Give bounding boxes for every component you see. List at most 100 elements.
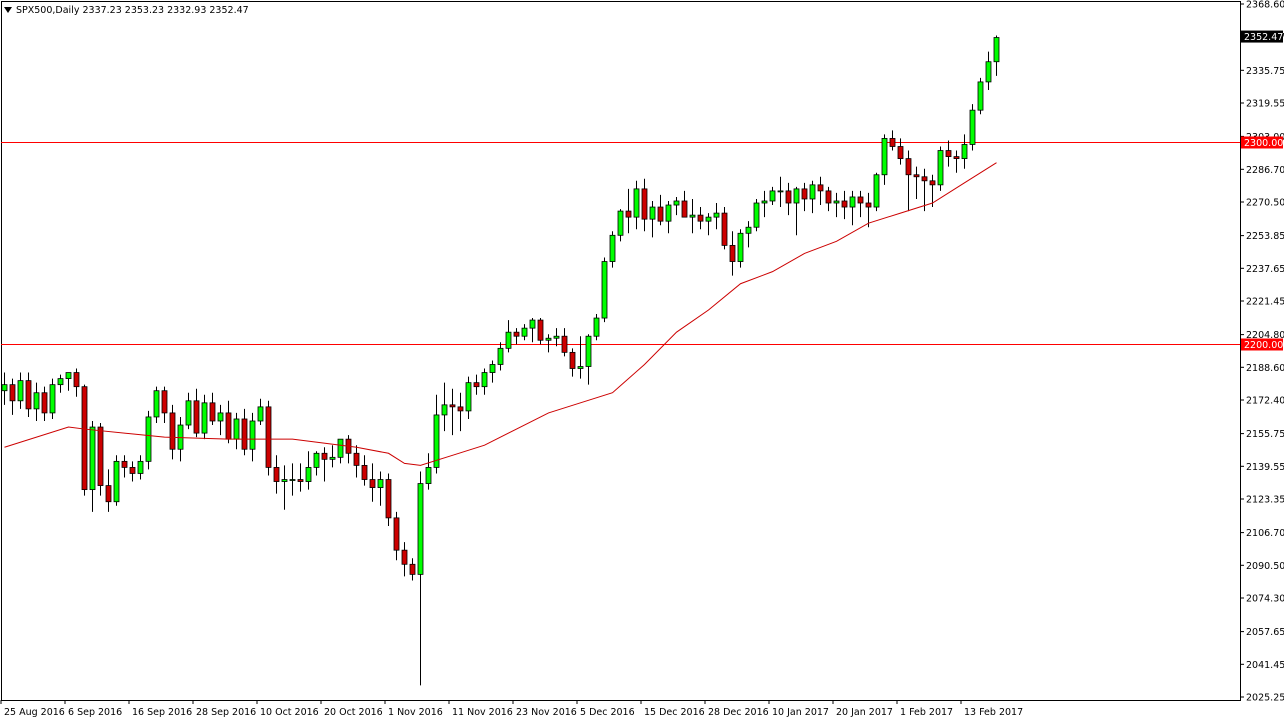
candle-bear: [929, 180, 936, 186]
price-level-label: 2200.00: [1244, 340, 1283, 351]
x-axis: 25 Aug 2016 6 Sep 2016 16 Sep 2016 28 Sep 2…: [0, 700, 1023, 718]
x-tick-label: 10 Oct 2016: [260, 707, 319, 718]
candle-bear: [625, 210, 632, 218]
y-tick-label: 2319.55: [1246, 99, 1284, 110]
x-tick-label: 5 Dec 2016: [580, 707, 635, 718]
candle-bear: [193, 400, 200, 434]
candle-bull: [753, 202, 760, 228]
candle-bull: [89, 426, 96, 491]
last-price-badge: [1241, 30, 1283, 43]
candle-bear: [81, 386, 88, 491]
candle-bull: [593, 317, 600, 337]
candle-bull: [505, 331, 512, 349]
candle-bear: [457, 406, 464, 412]
candle-bull: [417, 483, 424, 575]
candle-bull: [137, 460, 144, 474]
candle-bull: [745, 226, 752, 234]
candle-bull: [113, 460, 120, 503]
candle-bull: [185, 400, 192, 426]
candle-bear: [393, 517, 400, 551]
candle-bear: [321, 452, 328, 460]
candle-bull: [497, 347, 504, 365]
candle-bull: [377, 479, 384, 488]
x-tick-label: 6 Sep 2016: [68, 707, 122, 718]
candle-bull: [1, 384, 8, 392]
y-tick-label: 2237.65: [1246, 264, 1284, 275]
candle-bull: [313, 452, 320, 468]
candle-bear: [561, 335, 568, 353]
x-tick-label: 20 Jan 2017: [836, 707, 893, 718]
candle-bull: [281, 479, 288, 482]
candle-bear: [641, 188, 648, 220]
candle-bull: [233, 418, 240, 440]
candle-bear: [225, 412, 232, 440]
candle-bull: [969, 109, 976, 145]
candle-bull: [705, 216, 712, 222]
candle-bull: [153, 390, 160, 418]
candle-bear: [473, 382, 480, 388]
last-price-label: 2352.47: [1244, 32, 1283, 43]
dropdown-triangle-icon: [4, 7, 12, 13]
candle-bull: [673, 200, 680, 206]
candle-bear: [913, 174, 920, 178]
candle-bull: [833, 200, 840, 204]
candle-bear: [729, 244, 736, 262]
candle-bull: [249, 420, 256, 450]
candle-bear: [241, 418, 248, 450]
candle-bear: [169, 412, 176, 450]
y-tick-label: 2074.30: [1246, 594, 1284, 605]
candle-bear: [265, 406, 272, 468]
candle-bull: [553, 335, 560, 339]
price-level-badge: [1241, 136, 1283, 149]
plot-frame: [1, 1, 1241, 701]
candle-bear: [409, 563, 416, 575]
candle-bull: [217, 412, 224, 422]
x-tick-label: 25 Aug 2016: [4, 707, 65, 718]
candle-bull: [713, 212, 720, 218]
candle-bear: [865, 202, 872, 208]
candle-bear: [801, 188, 808, 200]
candle-bear: [73, 372, 80, 388]
candle-bull: [433, 414, 440, 468]
candle-bear: [513, 331, 520, 337]
candle-bull: [585, 335, 592, 367]
candle-bear: [401, 549, 408, 565]
candle-bull: [809, 184, 816, 200]
candle-bull: [873, 174, 880, 208]
candle-bear: [897, 146, 904, 160]
candle-bear: [25, 380, 32, 410]
candle-bear: [945, 150, 952, 157]
candle-bull: [761, 200, 768, 204]
y-tick-label: 2172.40: [1246, 396, 1284, 407]
candle-bull: [521, 327, 528, 337]
x-tick-label: 10 Jan 2017: [772, 707, 829, 718]
y-tick-label: 2253.85: [1246, 231, 1284, 242]
y-tick-label: 2155.75: [1246, 429, 1284, 440]
candle-bear: [161, 390, 168, 414]
x-tick-label: 28 Sep 2016: [196, 707, 256, 718]
candle-bull: [289, 479, 296, 481]
candle-bull: [961, 144, 968, 160]
candle-bull: [601, 261, 608, 319]
candle-bull: [617, 210, 624, 236]
candle-bull: [609, 234, 616, 262]
y-tick-label: 2335.75: [1246, 66, 1284, 77]
y-axis: 2368.602352.472335.752319.552303.002286.…: [1240, 0, 1284, 704]
horizontal-lines: 2300.00 2200.00: [1, 136, 1283, 351]
candle-bull: [633, 188, 640, 218]
y-tick-label: 2123.35: [1246, 495, 1284, 506]
candle-bear: [721, 212, 728, 246]
y-tick-label: 2025.25: [1246, 693, 1284, 704]
y-tick-label: 2204.80: [1246, 330, 1284, 341]
price-level-badge: [1241, 338, 1283, 351]
candle-bull: [881, 138, 888, 176]
candle-bull: [689, 214, 696, 218]
candle-bear: [273, 467, 280, 482]
candle-bear: [41, 392, 48, 414]
x-tick-label: 20 Oct 2016: [324, 707, 383, 718]
price-level-label: 2300.00: [1244, 138, 1283, 149]
y-tick-label: 2139.55: [1246, 462, 1284, 473]
candle-bull: [545, 337, 552, 341]
